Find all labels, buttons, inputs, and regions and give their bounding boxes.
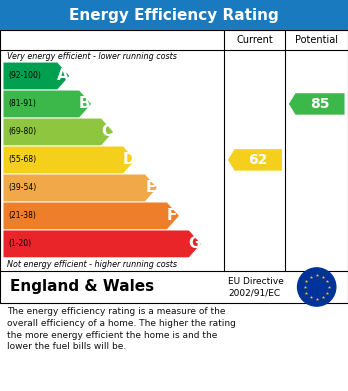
Text: F: F [167, 208, 177, 223]
Text: EU Directive: EU Directive [228, 277, 284, 286]
Text: Current: Current [237, 35, 273, 45]
Bar [0, 30, 348, 303]
Text: E: E [145, 180, 156, 196]
Polygon shape [3, 203, 179, 229]
Text: England & Wales: England & Wales [10, 280, 155, 294]
Text: 2002/91/EC: 2002/91/EC [228, 289, 280, 298]
Polygon shape [3, 230, 201, 257]
Text: Not energy efficient - higher running costs: Not energy efficient - higher running co… [7, 260, 177, 269]
Text: Energy Efficiency Rating: Energy Efficiency Rating [69, 8, 279, 23]
Text: (69-80): (69-80) [9, 127, 37, 136]
Text: Potential: Potential [295, 35, 338, 45]
Text: B: B [79, 97, 90, 111]
Text: G: G [188, 237, 200, 251]
Text: (92-100): (92-100) [9, 72, 41, 81]
Polygon shape [3, 174, 157, 201]
Text: (21-38): (21-38) [9, 212, 37, 221]
Text: The energy efficiency rating is a measure of the
overall efficiency of a home. T: The energy efficiency rating is a measur… [7, 307, 236, 352]
Text: C: C [101, 124, 112, 140]
Polygon shape [3, 91, 91, 117]
Text: (39-54): (39-54) [9, 183, 37, 192]
Text: (1-20): (1-20) [9, 239, 32, 248]
Polygon shape [3, 147, 135, 173]
Text: 85: 85 [310, 97, 330, 111]
Text: Very energy efficient - lower running costs: Very energy efficient - lower running co… [7, 52, 177, 61]
Text: 62: 62 [248, 153, 268, 167]
Bar [0, 0, 348, 30]
Text: (81-91): (81-91) [9, 99, 37, 108]
Polygon shape [3, 63, 69, 90]
Ellipse shape [298, 268, 336, 306]
Text: A: A [57, 68, 69, 83]
Polygon shape [3, 118, 113, 145]
Polygon shape [228, 149, 282, 170]
Polygon shape [289, 93, 345, 115]
Text: (55-68): (55-68) [9, 155, 37, 165]
Text: D: D [122, 152, 135, 167]
